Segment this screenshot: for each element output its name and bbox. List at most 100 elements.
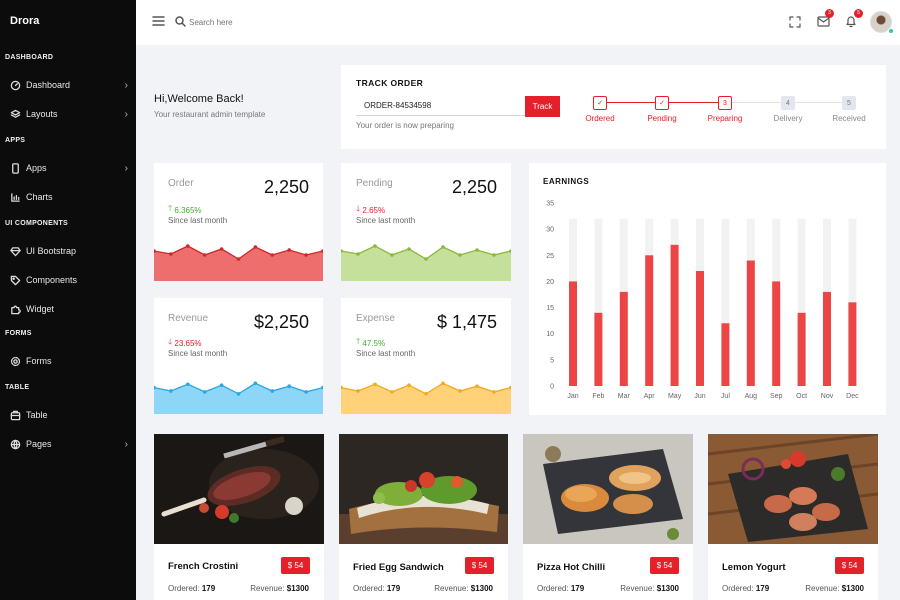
step-connector [732,102,781,104]
section-forms: FORMS [5,330,32,337]
sidebar-item-components[interactable]: Components [10,272,128,288]
bar [797,312,806,386]
sparkline-point [356,252,360,256]
sparkline-point [202,253,207,257]
chevron-right-icon: › [124,162,128,174]
y-tick-label: 15 [546,305,554,312]
sidebar-item-label: Forms [26,356,52,366]
food-ordered: Ordered: 179 [168,584,216,593]
sparkline-chart [341,244,511,281]
sidebar-item-layouts[interactable]: Layouts › [10,106,128,122]
section-ui-components: UI COMPONENTS [5,220,69,227]
mail-icon[interactable] [817,16,830,27]
y-tick-label: 5 [550,357,554,364]
sidebar-item-label: Widget [26,304,55,314]
food-ordered: Ordered: 179 [722,584,770,593]
food-name: Fried Egg Sandwich [353,562,444,573]
sparkline-point [492,390,496,394]
x-tick-label: Feb [592,393,604,400]
sparkline-point [509,249,511,253]
sparkline-point [492,253,496,257]
x-tick-label: Dec [846,393,859,400]
dashboard-icon [10,80,21,90]
sparkline-point [304,253,308,257]
section-table: TABLE [5,384,30,391]
bar [569,281,577,386]
stat-change: 🡑 6.365% [168,203,202,217]
sparkline-point [390,253,394,257]
stat-since: Since last month [356,216,416,225]
stat-value: 2,250 [263,177,309,197]
stat-change-value: 23.65% [174,338,202,348]
brand-logo[interactable]: Drora [10,15,40,27]
bell-icon[interactable] [845,15,857,28]
track-button[interactable]: Track [525,96,560,117]
step-ordered-label: Ordered [585,114,615,123]
stat-change: 🡓 23.65% [168,336,202,350]
sparkline-point [202,390,207,394]
chevron-right-icon: › [124,108,128,120]
bar-track [721,218,730,386]
stat-value: $2,250 [253,312,309,332]
sidebar-item-label: Apps [26,163,47,173]
sparkline-area [341,246,511,281]
sparkline-point [407,247,411,251]
sparkline-point [154,249,156,253]
sidebar-item-dashboard[interactable]: Dashboard › [10,77,128,93]
stat-change: 🡑 47.5% [356,336,385,350]
sidebar-item-ui-bootstrap[interactable]: UI Bootstrap [10,243,128,259]
arrow-down-icon: 🡓 [168,337,175,346]
sparkline-point [373,244,377,248]
online-status-dot [888,28,894,34]
sparkline-area [154,383,323,414]
sparkline-point [424,257,428,261]
sidebar-item-charts[interactable]: Charts [10,189,128,205]
sidebar-item-widget[interactable]: Widget [10,301,128,317]
sparkline-point [407,383,411,387]
search-input[interactable] [189,14,369,30]
sidebar-item-label: UI Bootstrap [26,246,77,256]
y-tick-label: 25 [546,253,554,260]
food-ordered: Ordered: 179 [353,584,401,593]
x-tick-label: Aug [745,393,758,400]
y-tick-label: 10 [546,331,554,338]
sidebar-item-apps[interactable]: Apps › [10,160,128,176]
lemon-yogurt-image [708,434,878,544]
food-revenue: Revenue: $1300 [434,584,493,593]
x-tick-label: Jan [567,393,578,400]
order-id-input[interactable] [356,96,526,116]
menu-icon[interactable] [152,15,165,27]
step-ordered-marker: ✓ [593,96,607,110]
sparkline-point [304,390,308,394]
avatar[interactable] [870,11,892,33]
step-delivery-marker: 4 [781,96,795,110]
step-received-marker: 5 [842,96,856,110]
sparkline-point [270,389,275,393]
arrow-up-icon: 🡑 [168,204,175,213]
sidebar-item-label: Layouts [26,109,58,119]
step-pending-marker: ✓ [655,96,669,110]
sidebar-item-pages[interactable]: Pages › [10,436,128,452]
y-tick-label: 0 [550,384,554,391]
sandwich-image [339,434,508,544]
bar [746,260,755,386]
y-tick-label: 20 [546,279,554,286]
stat-change-value: 6.365% [174,205,202,215]
fullscreen-icon[interactable] [789,16,801,28]
x-tick-label: Sep [770,393,783,400]
steak-image [154,434,324,544]
sidebar-item-label: Pages [26,439,52,449]
stat-value: 2,250 [451,177,497,197]
sidebar-item-table[interactable]: Table [10,407,128,423]
price-badge: $ 54 [835,557,864,574]
bar [696,270,704,386]
sidebar-item-forms[interactable]: Forms [10,353,128,369]
sparkline-point [441,381,445,386]
section-dashboard: DASHBOARD [5,54,54,61]
stat-change-value: 2.65% [362,205,386,215]
chevron-right-icon: › [124,438,128,450]
sparkline-point [287,384,291,388]
bar [772,281,781,386]
food-name: French Crostini [168,561,239,572]
food-revenue: Revenue: $1300 [250,584,309,593]
